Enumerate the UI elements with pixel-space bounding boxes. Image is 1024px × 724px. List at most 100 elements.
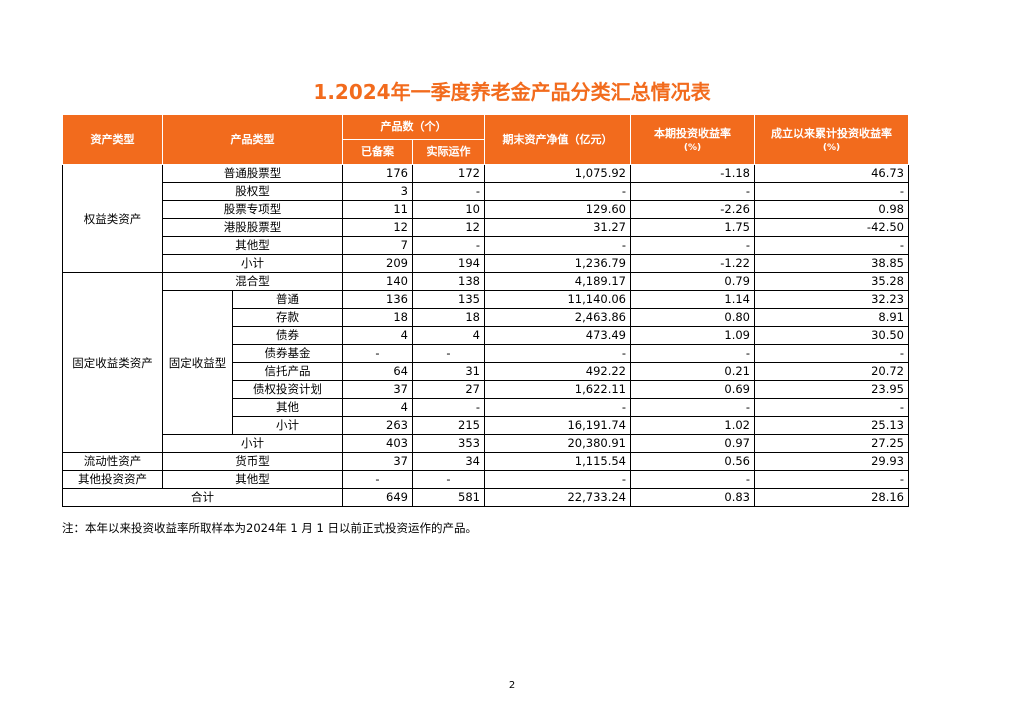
cell-running: - bbox=[412, 236, 485, 255]
cell-running: 27 bbox=[412, 380, 485, 399]
row-name: 信托产品 bbox=[232, 362, 343, 381]
cell-period: 0.21 bbox=[630, 362, 755, 381]
cell-cum: 8.91 bbox=[754, 308, 909, 327]
cell-period: - bbox=[630, 398, 755, 417]
table-row: 固定收益型 普通 136 135 11,140.06 1.14 32.23 bbox=[63, 290, 909, 435]
cell-nav: - bbox=[484, 470, 631, 489]
cell-cum: 46.73 bbox=[754, 164, 909, 183]
cell-nav: 4,189.17 bbox=[484, 272, 631, 291]
cell-running: 138 bbox=[412, 272, 485, 291]
cell-nav: 2,463.86 bbox=[484, 308, 631, 327]
cell-filed: 4 bbox=[342, 398, 413, 417]
cell-running: 172 bbox=[412, 164, 485, 183]
table-row: 债券基金 - - - - - bbox=[63, 344, 909, 363]
cell-cum: 28.16 bbox=[754, 488, 909, 507]
table-row: 股权型 3 - - - - bbox=[63, 182, 909, 201]
cell-nav: - bbox=[484, 344, 631, 363]
row-name: 股票专项型 bbox=[162, 200, 343, 219]
cell-period: 0.83 bbox=[630, 488, 755, 507]
footnote: 注：本年以来投资收益率所取样本为2024年 1 月 1 日以前正式投资运作的产品… bbox=[62, 521, 478, 535]
table-row: 小计 209 194 1,236.79 -1.22 38.85 bbox=[63, 254, 909, 273]
header-cum-return: 成立以来累计投资收益率 (%) bbox=[754, 114, 909, 165]
cell-running: 34 bbox=[412, 452, 485, 471]
cell-filed: 209 bbox=[342, 254, 413, 273]
cell-nav: 1,075.92 bbox=[484, 164, 631, 183]
header-nav: 期末资产净值（亿元） bbox=[484, 114, 631, 165]
cell-filed: 64 bbox=[342, 362, 413, 381]
row-name: 混合型 bbox=[162, 272, 343, 291]
header-period-return-unit: (%) bbox=[683, 142, 702, 153]
cell-filed: 37 bbox=[342, 380, 413, 399]
page-title: 1.2024年一季度养老金产品分类汇总情况表 bbox=[313, 80, 711, 104]
cell-running: 18 bbox=[412, 308, 485, 327]
cell-nav: - bbox=[484, 236, 631, 255]
cell-running: - bbox=[412, 182, 485, 201]
cell-cum: 20.72 bbox=[754, 362, 909, 381]
cell-nav: 11,140.06 bbox=[484, 290, 631, 309]
group-equity: 权益类资产 bbox=[62, 164, 163, 273]
cell-period: - bbox=[630, 470, 755, 489]
cell-cum: 32.23 bbox=[754, 290, 909, 309]
row-name: 债券基金 bbox=[232, 344, 343, 363]
row-name: 小计 bbox=[162, 254, 343, 273]
cell-period: 0.79 bbox=[630, 272, 755, 291]
cell-nav: 1,236.79 bbox=[484, 254, 631, 273]
cell-period: 0.80 bbox=[630, 308, 755, 327]
row-name: 股权型 bbox=[162, 182, 343, 201]
cell-period: 0.56 bbox=[630, 452, 755, 471]
row-name: 其他 bbox=[232, 398, 343, 417]
cell-filed: - bbox=[342, 344, 413, 363]
cell-cum: - bbox=[754, 398, 909, 417]
cell-nav: 1,115.54 bbox=[484, 452, 631, 471]
cell-running: 135 bbox=[412, 290, 485, 309]
cell-filed: 4 bbox=[342, 326, 413, 345]
header-product-type: 产品类型 bbox=[162, 114, 343, 165]
table-row-total: 合计 649 581 22,733.24 0.83 28.16 bbox=[62, 488, 909, 507]
header-filed: 已备案 bbox=[342, 139, 413, 165]
row-name: 小计 bbox=[232, 416, 343, 435]
cell-filed: 18 bbox=[342, 308, 413, 327]
cell-nav: - bbox=[484, 182, 631, 201]
row-name: 货币型 bbox=[162, 452, 343, 471]
cell-period: 1.02 bbox=[630, 416, 755, 435]
table-row: 流动性资产 货币型 37 34 1,115.54 0.56 29.93 bbox=[62, 452, 909, 471]
header-period-return: 本期投资收益率 (%) bbox=[630, 114, 755, 165]
cell-nav: 22,733.24 bbox=[484, 488, 631, 507]
cell-period: 0.97 bbox=[630, 434, 755, 453]
cell-cum: - bbox=[754, 344, 909, 363]
cell-cum: 30.50 bbox=[754, 326, 909, 345]
header-period-return-label: 本期投资收益率 bbox=[654, 126, 731, 140]
header-product-count: 产品数（个） bbox=[342, 114, 485, 140]
cell-period: 1.09 bbox=[630, 326, 755, 345]
cell-running: 10 bbox=[412, 200, 485, 219]
cell-period: -1.22 bbox=[630, 254, 755, 273]
cell-filed: 263 bbox=[342, 416, 413, 435]
cell-running: 353 bbox=[412, 434, 485, 453]
cell-period: 0.69 bbox=[630, 380, 755, 399]
table-row: 小计 263 215 16,191.74 1.02 25.13 bbox=[63, 416, 909, 435]
row-name: 小计 bbox=[162, 434, 343, 453]
row-name: 普通 bbox=[232, 290, 343, 309]
header-asset-type: 资产类型 bbox=[62, 114, 163, 165]
group-fixed-income: 固定收益类资产 bbox=[62, 272, 163, 453]
page-number: 2 bbox=[508, 680, 516, 691]
cell-period: 1.14 bbox=[630, 290, 755, 309]
table-row: 固定收益类资产 混合型 140 138 4,189.17 0.79 35.28 bbox=[62, 272, 909, 453]
cell-cum: 25.13 bbox=[754, 416, 909, 435]
cell-running: - bbox=[412, 470, 485, 489]
row-name: 普通股票型 bbox=[162, 164, 343, 183]
row-name: 债权投资计划 bbox=[232, 380, 343, 399]
cell-nav: 473.49 bbox=[484, 326, 631, 345]
cell-period: 1.75 bbox=[630, 218, 755, 237]
cell-filed: 7 bbox=[342, 236, 413, 255]
cell-period: - bbox=[630, 344, 755, 363]
group-other: 其他投资资产 bbox=[62, 470, 163, 489]
cell-nav: 492.22 bbox=[484, 362, 631, 381]
table-row: 权益类资产 普通股票型 176 172 1,075.92 -1.18 46.73 bbox=[62, 164, 909, 273]
cell-period: - bbox=[630, 182, 755, 201]
table-row: 债权投资计划 37 27 1,622.11 0.69 23.95 bbox=[63, 380, 909, 399]
cell-filed: 3 bbox=[342, 182, 413, 201]
header-running: 实际运作 bbox=[412, 139, 485, 165]
cell-running: 194 bbox=[412, 254, 485, 273]
cell-nav: 1,622.11 bbox=[484, 380, 631, 399]
